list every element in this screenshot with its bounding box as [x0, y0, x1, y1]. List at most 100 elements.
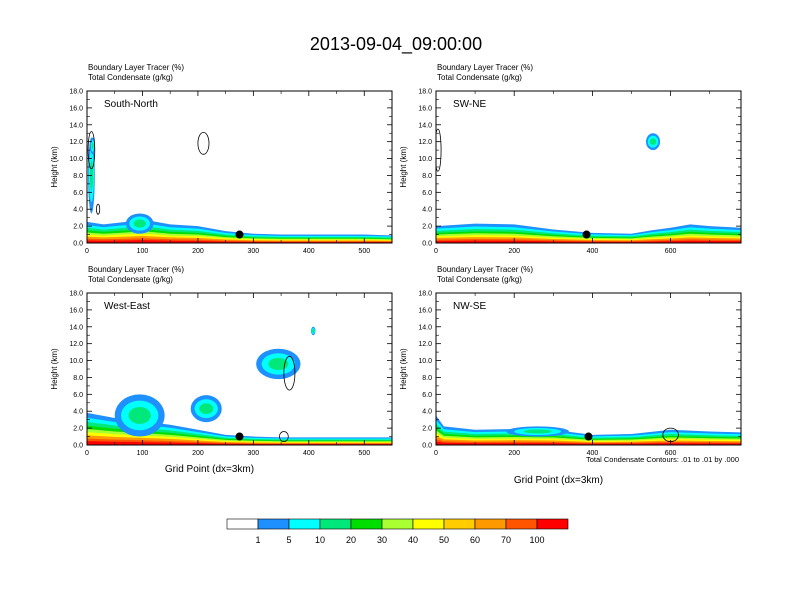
panel-title-tracer: Boundary Layer Tracer (%): [88, 63, 184, 72]
y-tick-label: 2.0: [422, 426, 432, 433]
tracer-blob-inner: [133, 219, 146, 228]
y-tick-label: 14.0: [418, 122, 432, 129]
y-tick-label: 10.0: [69, 358, 83, 365]
y-axis-label: Height (km): [50, 146, 59, 188]
y-tick-label: 0.0: [422, 241, 432, 248]
tracer-field: [436, 415, 741, 445]
panel-south-north: 0.0 2.0 4.0 6.0 8.0 10.0 12.0 14.0 16.0 18.0 0 100 2…: [50, 63, 393, 255]
colorbar-label: 20: [346, 535, 356, 545]
colorbar-swatch: [505, 518, 538, 530]
panel-sw-ne: 0.0 2.0 4.0 6.0 8.0 10.0 12.0 14.0 16.0 18.0 0 200 4…: [399, 63, 742, 255]
condensate-contour: [436, 128, 442, 172]
y-tick-label: 14.0: [418, 324, 432, 331]
y-tick-label: 16.0: [69, 105, 83, 112]
colorbar-label: 100: [529, 535, 544, 545]
y-tick-label: 6.0: [422, 190, 432, 197]
figure-title: 2013-09-04_09:00:00: [310, 34, 482, 55]
tracer-blob-inner: [312, 329, 315, 333]
y-tick-label: 16.0: [69, 307, 83, 314]
panel-title-condensate: Total Condensate (g/kg): [437, 275, 522, 284]
panel-label: West-East: [104, 301, 150, 312]
colorbar-swatch: [350, 518, 383, 530]
contour-footnote: Total Condensate Contours: .01 to .01 by…: [586, 455, 739, 464]
x-tick-label: 200: [508, 248, 520, 255]
y-tick-label: 18.0: [418, 89, 432, 96]
y-tick-label: 12.0: [69, 139, 83, 146]
y-tick-label: 2.0: [73, 224, 83, 231]
colorbar-label: 1: [255, 535, 260, 545]
y-tick-label: 10.0: [418, 156, 432, 163]
tracer-field: [87, 326, 392, 445]
panel-title-condensate: Total Condensate (g/kg): [437, 73, 522, 82]
tracer-band-9: [87, 240, 392, 243]
y-tick-label: 4.0: [73, 207, 83, 214]
y-tick-label: 2.0: [422, 224, 432, 231]
tracer-blob-inner: [649, 138, 657, 146]
y-axis-label: Height (km): [399, 348, 408, 390]
y-axis-label: Height (km): [50, 348, 59, 390]
panel-title-condensate: Total Condensate (g/kg): [88, 73, 173, 82]
colorbar-swatch: [412, 518, 445, 530]
panel-label: South-North: [104, 99, 158, 110]
panel-title-condensate: Total Condensate (g/kg): [88, 275, 173, 284]
condensate-contour: [96, 203, 101, 215]
y-tick-label: 16.0: [418, 307, 432, 314]
x-tick-label: 600: [665, 248, 677, 255]
panel-nw-se: 0.0 2.0 4.0 6.0 8.0 10.0 12.0 14.0 16.0 18.0 0 200 4…: [399, 265, 742, 486]
colorbar-swatch: [381, 518, 414, 530]
tracer-blob-inner: [199, 403, 214, 415]
location-marker: [582, 230, 591, 239]
x-tick-label: 200: [508, 450, 520, 457]
y-tick-label: 14.0: [69, 122, 83, 129]
x-axis-label: Grid Point (dx=3km): [514, 475, 603, 486]
y-tick-label: 14.0: [69, 324, 83, 331]
y-tick-label: 2.0: [73, 426, 83, 433]
panel-label: SW-NE: [453, 99, 486, 110]
colorbar-label: 5: [286, 535, 291, 545]
colorbar-swatch: [226, 518, 259, 530]
y-tick-label: 8.0: [422, 375, 432, 382]
x-tick-label: 100: [137, 450, 149, 457]
y-tick-label: 4.0: [422, 409, 432, 416]
y-tick-label: 10.0: [69, 156, 83, 163]
tracer-band-9: [87, 441, 392, 445]
y-tick-label: 0.0: [73, 241, 83, 248]
colorbar-label: 70: [501, 535, 511, 545]
y-tick-label: 18.0: [418, 291, 432, 298]
condensate-contour: [197, 131, 210, 155]
tracer-band-9: [436, 441, 741, 445]
x-tick-label: 400: [303, 450, 315, 457]
y-tick-label: 4.0: [73, 409, 83, 416]
x-tick-label: 400: [303, 248, 315, 255]
tracer-blob-inner: [523, 429, 552, 434]
tracer-blob-inner: [91, 142, 94, 150]
y-tick-label: 0.0: [73, 443, 83, 450]
x-tick-label: 0: [434, 248, 438, 255]
tracer-field: [87, 131, 392, 243]
x-tick-label: 300: [248, 450, 260, 457]
x-tick-label: 400: [587, 248, 599, 255]
colorbar-swatch: [257, 518, 290, 530]
x-tick-label: 200: [192, 248, 204, 255]
y-tick-label: 0.0: [422, 443, 432, 450]
colorbar: 1 5 10 20 30 40 50 60 70 100: [226, 518, 569, 545]
x-tick-label: 400: [587, 450, 599, 457]
location-marker: [235, 432, 244, 441]
x-tick-label: 300: [248, 248, 260, 255]
y-tick-label: 18.0: [69, 291, 83, 298]
tracer-blob-inner: [268, 357, 289, 371]
x-tick-label: 600: [665, 450, 677, 457]
y-tick-label: 16.0: [418, 105, 432, 112]
y-tick-label: 8.0: [73, 375, 83, 382]
y-tick-label: 18.0: [69, 89, 83, 96]
x-tick-label: 500: [358, 450, 370, 457]
colorbar-swatch: [443, 518, 476, 530]
colorbar-label: 10: [315, 535, 325, 545]
plot-frame: [435, 90, 742, 244]
condensate-contour: [283, 355, 296, 391]
y-tick-label: 12.0: [418, 341, 432, 348]
y-tick-label: 6.0: [73, 190, 83, 197]
x-axis-label: Grid Point (dx=3km): [165, 464, 254, 475]
y-tick-label: 6.0: [422, 392, 432, 399]
